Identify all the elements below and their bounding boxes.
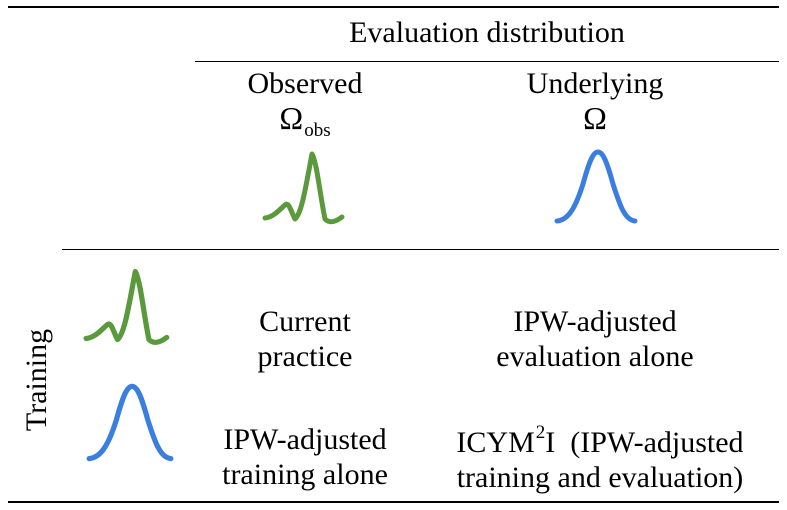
- observed-column-label: Observed: [247, 67, 363, 100]
- header-rule: [195, 61, 779, 62]
- cell-current-practice: Current practice: [257, 305, 353, 374]
- training-axis-label: Training: [20, 328, 53, 432]
- bimodal-distribution-icon: [83, 268, 170, 346]
- underlying-column-label: Underlying: [526, 67, 664, 100]
- observed-column-symbol: Ωobs: [279, 100, 331, 141]
- cell-icym2i: ICYM2I (IPW-adjusted training and evalua…: [456, 422, 744, 495]
- underlying-column-symbol: Ω: [583, 100, 607, 136]
- bottom-rule: [8, 501, 779, 503]
- unimodal-distribution-icon: [554, 149, 638, 224]
- bimodal-distribution-icon: [262, 151, 345, 225]
- cell-ipw-evaluation-alone: IPW-adjusted evaluation alone: [496, 305, 694, 374]
- unimodal-distribution-icon: [86, 383, 174, 462]
- mid-rule: [62, 249, 779, 250]
- evaluation-distribution-title: Evaluation distribution: [349, 16, 625, 49]
- top-rule: [8, 6, 779, 8]
- cell-ipw-training-alone: IPW-adjusted training alone: [222, 423, 388, 492]
